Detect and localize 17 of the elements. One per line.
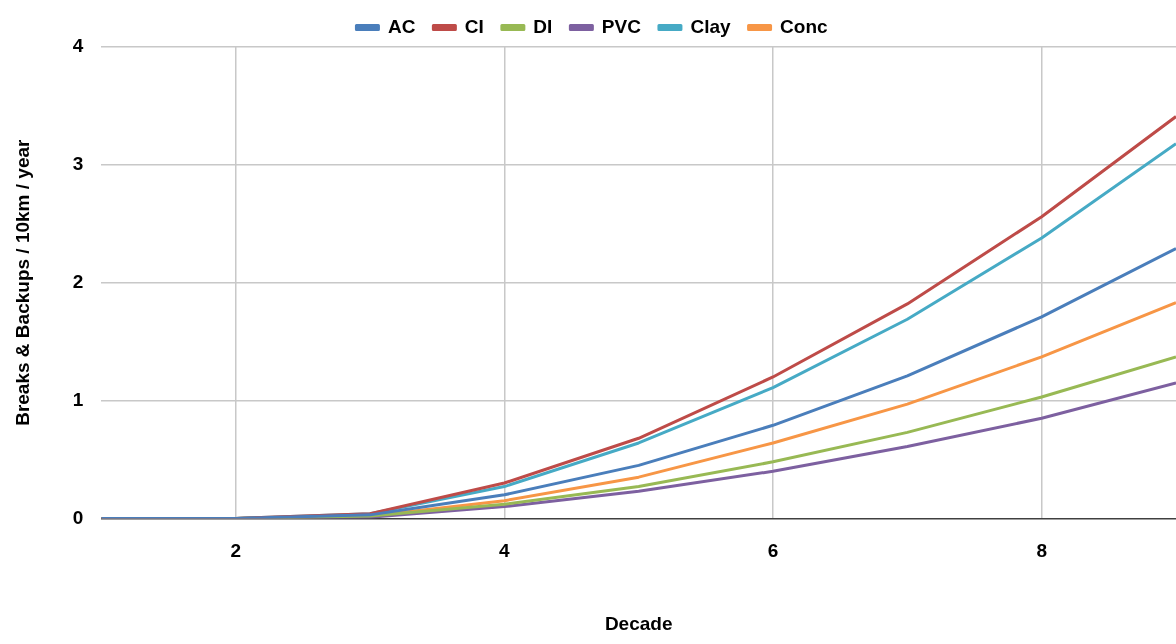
x-tick-label: 4 <box>499 540 511 562</box>
y-tick-label: 2 <box>72 270 84 292</box>
y-tick-label: 0 <box>72 506 84 528</box>
legend-label: PVC <box>601 15 642 37</box>
y-tick-label: 1 <box>72 388 84 410</box>
legend-label: Conc <box>780 15 828 37</box>
x-tick-label: 2 <box>230 540 241 562</box>
y-tick-label: 4 <box>72 35 84 57</box>
legend-label: CI <box>464 15 484 37</box>
y-tick-label: 3 <box>72 153 84 175</box>
x-tick-label: 8 <box>1036 540 1047 562</box>
y-axis-title: Breaks & Backups / 10km / year <box>11 138 33 426</box>
x-axis-title: Decade <box>604 612 673 634</box>
legend-label: AC <box>387 15 416 37</box>
x-tick-label: 6 <box>767 540 779 562</box>
legend-label: Clay <box>690 15 731 37</box>
legend-label: DI <box>533 15 553 37</box>
